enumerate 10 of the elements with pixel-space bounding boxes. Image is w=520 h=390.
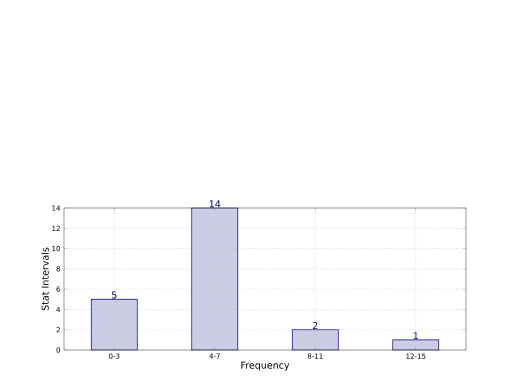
data-label: 14 [210,200,220,208]
y-axis-title: Stat Intervals [41,248,49,310]
data-label: 2 [312,322,318,330]
bar [292,329,339,350]
data-label: 5 [112,292,116,299]
bar [392,340,440,350]
bar [191,208,238,350]
x-axis-title: Frequency [241,362,290,371]
bar [90,298,138,350]
data-label: 1 [414,332,418,340]
